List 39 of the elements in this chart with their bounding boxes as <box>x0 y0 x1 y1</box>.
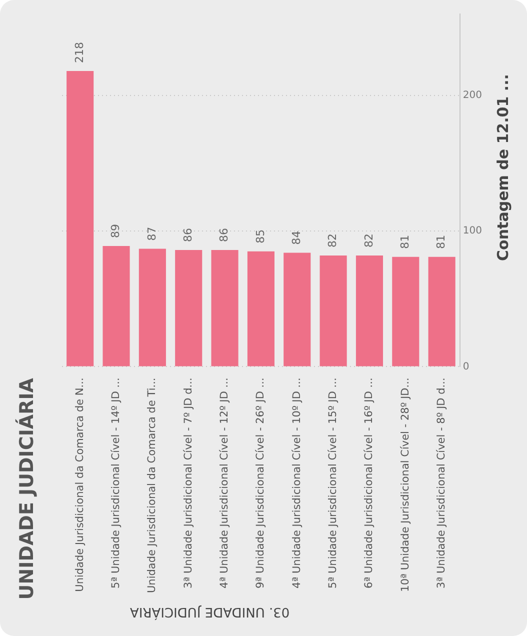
bar <box>211 250 238 366</box>
x-tick-label: 4ª Unidade Jurisdicional Cível - 10º JD ... <box>290 378 303 588</box>
y-axis-title: Contagem de 12.01 ... <box>494 74 512 261</box>
data-label: 84 <box>290 230 303 245</box>
x-tick-label: 3ª Unidade Jurisdicional Cível - 7º JD d... <box>182 378 194 588</box>
data-label: 89 <box>109 224 122 238</box>
x-axis-title: 03. UNIDADE JUDICIÁRIA <box>130 604 290 619</box>
x-tick-label: 9ª Unidade Jurisdicional Cível - 26º JD ... <box>254 378 267 588</box>
data-label: 87 <box>145 226 158 241</box>
x-tick-label: 3ª Unidade Jurisdicional Cível - 8º JD d... <box>436 378 448 588</box>
y-tick-label: 100 <box>462 226 482 237</box>
bar <box>392 256 420 366</box>
text: UNIDADE JUDICIÁRIA <box>16 378 38 600</box>
x-tick-label: 6ª Unidade Jurisdicional Cível - 16º JD ... <box>363 378 376 588</box>
bar <box>320 255 347 366</box>
bar <box>175 250 202 366</box>
data-label: 86 <box>218 228 231 242</box>
bar <box>138 248 166 366</box>
bar <box>428 256 456 366</box>
data-label: 81 <box>434 234 448 249</box>
data-label: 81 <box>398 234 412 249</box>
x-tick-label: 5ª Unidade Jurisdicional Cível - 15º JD ... <box>327 378 340 588</box>
data-label: 82 <box>362 233 376 248</box>
x-tick-label: 4ª Unidade Jurisdicional Cível - 12º JD ... <box>218 378 231 588</box>
y-tick-label: 0 <box>462 361 470 372</box>
data-label: 82 <box>326 233 340 248</box>
x-tick-label: Unidade Jurisdicional da Comarca de N... <box>74 378 86 592</box>
x-tick-label: 5ª Unidade Jurisdicional Cível - 14º JD ... <box>110 378 122 588</box>
y-tick-label: 200 <box>462 90 482 101</box>
x-tick-label: Unidade Jurisdicional da Comarca de Ti... <box>146 378 158 594</box>
bar <box>247 251 274 366</box>
data-label: 86 <box>181 228 194 242</box>
data-label: 218 <box>72 42 86 63</box>
bar <box>284 252 311 366</box>
x-tick-label: 10ª Unidade Jurisdicional Cível - 28º JD... <box>399 378 412 592</box>
bar <box>102 246 130 366</box>
bar <box>66 70 94 366</box>
bar <box>356 255 384 366</box>
data-label: 85 <box>254 229 267 244</box>
